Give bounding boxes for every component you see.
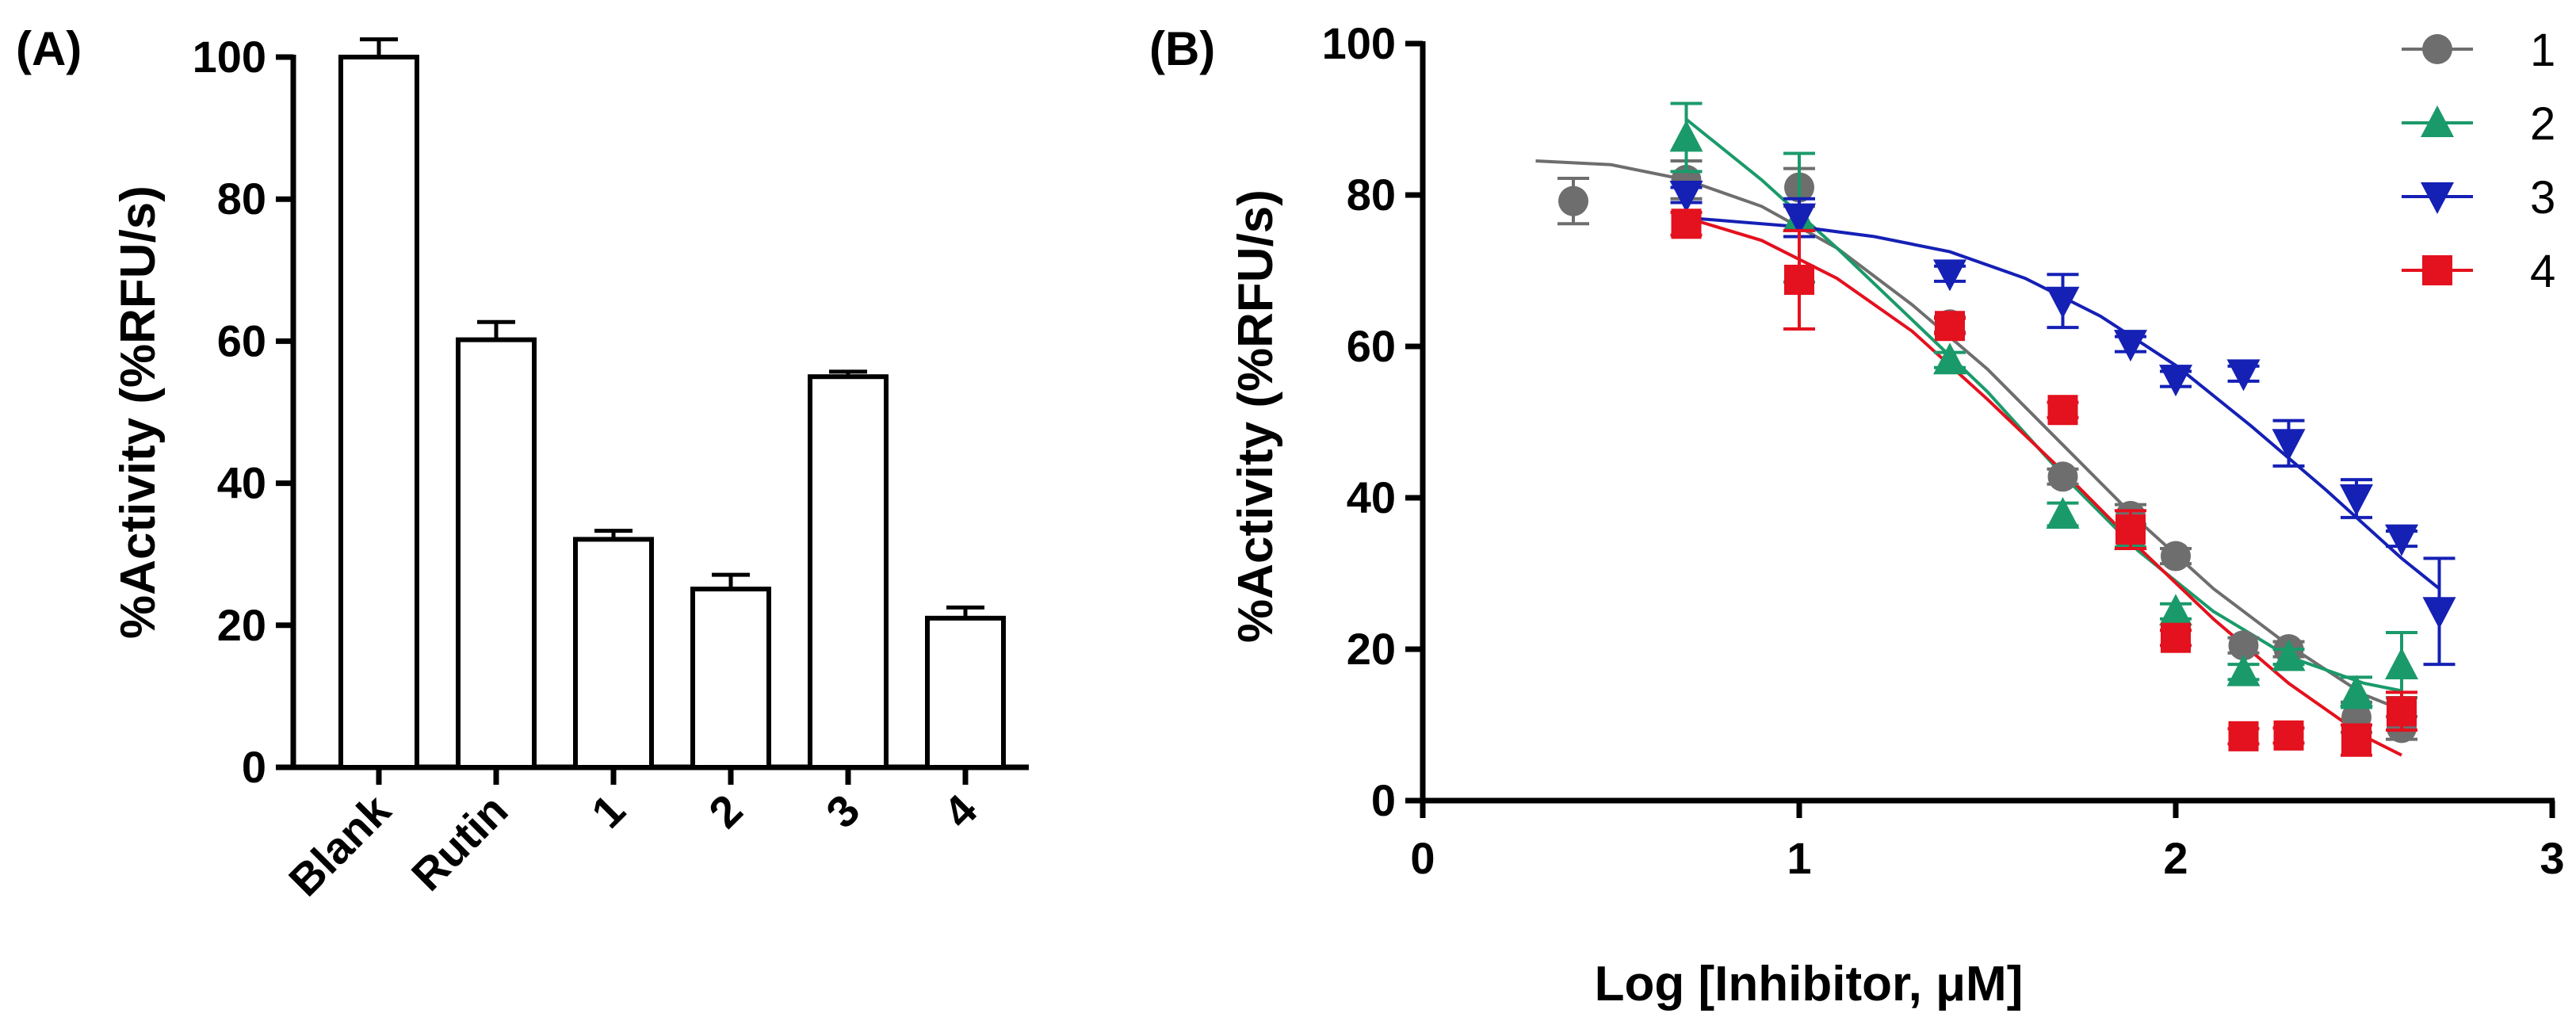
- panel-a-y-tick-label: 20: [217, 600, 266, 650]
- point-series-4: [2228, 721, 2259, 751]
- fit-curve-series-1: [1535, 159, 2402, 712]
- point-series-4: [2341, 725, 2372, 755]
- legend-label-series-4: 4: [2530, 246, 2555, 297]
- point-series-4: [1671, 208, 1702, 239]
- panel-b-legend: 1 2 3 4: [2402, 25, 2555, 297]
- point-series-1: [2228, 630, 2259, 661]
- fit-curve-series-3: [1686, 216, 2440, 591]
- point-series-3: [2046, 286, 2080, 319]
- point-series-3: [2272, 429, 2306, 461]
- point-series-4: [2047, 395, 2078, 426]
- panel-b-y-tick-label: 20: [1347, 624, 1396, 674]
- point-series-1: [1558, 185, 1588, 216]
- point-series-3: [2422, 597, 2456, 629]
- point-series-1: [2161, 541, 2191, 572]
- point-series-1: [2047, 461, 2078, 492]
- panel-b-x-axis-title: Log [Inhibitor, μM]: [1595, 957, 2024, 1011]
- bar-3: [808, 374, 889, 770]
- point-series-3: [1669, 181, 1703, 212]
- point-series-4: [1784, 264, 1814, 295]
- legend-marker-series-2: [2421, 105, 2454, 137]
- point-series-3: [2340, 484, 2373, 516]
- legend-label-series-3: 3: [2530, 172, 2555, 224]
- point-series-2: [2340, 675, 2373, 707]
- point-series-3: [2114, 330, 2147, 362]
- panel-a-category-label: 3: [816, 785, 869, 838]
- point-series-3: [2226, 359, 2261, 392]
- panel-a-y-tick-label: 0: [242, 742, 266, 792]
- bar-rutin: [456, 337, 537, 770]
- point-series-4: [2387, 696, 2417, 727]
- bar-4: [925, 615, 1006, 770]
- fit-curve-series-4: [1685, 216, 2402, 757]
- point-series-4: [2115, 514, 2146, 545]
- panel-b-y-tick-label: 40: [1347, 472, 1396, 522]
- point-series-3: [1933, 259, 1966, 292]
- panel-b-y-tick-label: 0: [1371, 775, 1396, 825]
- legend-marker-series-4: [2422, 255, 2452, 285]
- legend-label-series-2: 2: [2530, 98, 2555, 150]
- point-series-3: [2385, 524, 2418, 556]
- panel-b-label: (B): [1149, 22, 1215, 75]
- point-series-2: [2159, 594, 2192, 626]
- panel-a-y-tick-label: 100: [193, 32, 266, 82]
- panel-a-category-label: 1: [582, 785, 635, 838]
- point-series-2: [1933, 342, 1966, 375]
- point-series-2: [2046, 497, 2080, 530]
- panel-b-x-tick-label: 2: [2163, 833, 2188, 883]
- legend-marker-series-3: [2421, 182, 2454, 214]
- bar-2: [690, 587, 771, 770]
- panel-b-dose-response-chart: 0 20 40 60 80 100 0 1 2 3 1 2 3 4: [1322, 18, 2565, 883]
- panel-a-category-label: 2: [699, 785, 752, 838]
- panel-b-y-tick-label: 60: [1347, 321, 1396, 371]
- panel-a-y-tick-label: 40: [217, 458, 266, 508]
- panel-a-bar-chart: 0 20 40 60 80 100 Blank Rutin 1 2 3 4: [193, 32, 1029, 905]
- panel-b-y-tick-label: 100: [1322, 18, 1396, 68]
- point-series-2: [2272, 639, 2306, 671]
- legend-marker-series-1: [2422, 34, 2452, 64]
- panel-a-y-tick-label: 60: [217, 315, 266, 365]
- panel-a-category-label: Blank: [279, 784, 400, 905]
- point-series-4: [2161, 622, 2191, 653]
- panel-b-x-tick-label: 0: [1410, 833, 1435, 883]
- panel-a-y-tick-label: 80: [217, 174, 266, 224]
- panel-b-y-axis-title: %Activity (%RFU/s): [1229, 189, 1283, 643]
- panel-b-x-tick-label: 1: [1787, 833, 1811, 883]
- panel-a-category-label: Rutin: [402, 785, 518, 900]
- point-series-3: [1783, 203, 1816, 235]
- panel-b-x-tick-label: 3: [2540, 833, 2564, 883]
- panel-b-y-tick-label: 80: [1347, 170, 1396, 220]
- bar-1: [573, 537, 654, 770]
- point-series-2: [2385, 648, 2418, 680]
- point-series-2: [1669, 120, 1703, 152]
- point-series-2: [2226, 654, 2261, 686]
- point-series-3: [2159, 365, 2192, 397]
- point-series-4: [2273, 720, 2304, 751]
- panel-a-label: (A): [16, 22, 82, 75]
- legend-label-series-1: 1: [2530, 25, 2555, 76]
- panel-a-category-label: 4: [934, 785, 987, 838]
- bar-blank: [338, 55, 419, 770]
- panel-a-y-axis-title: %Activity (%RFU/s): [111, 185, 166, 639]
- point-series-4: [1935, 311, 1965, 342]
